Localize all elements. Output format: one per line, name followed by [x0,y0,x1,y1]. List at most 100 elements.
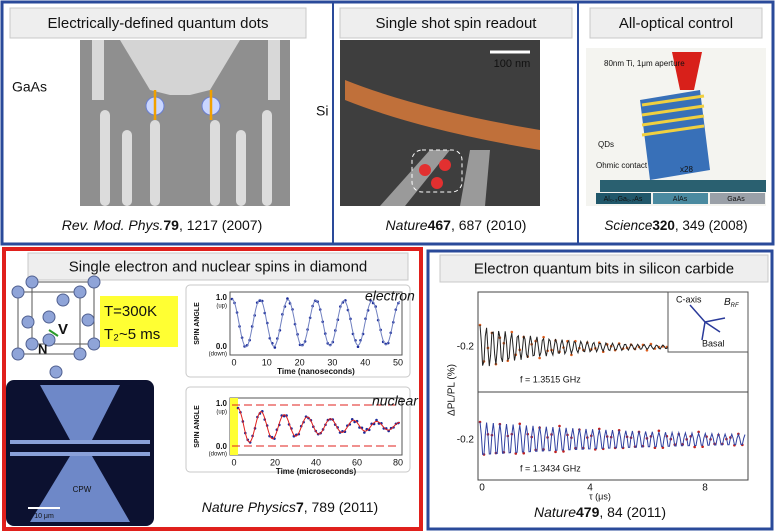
measurement-dot [522,451,526,455]
gate [262,110,272,206]
material-label: Si [316,103,328,119]
atom [81,313,95,327]
gate [380,150,450,206]
inset-label: C-axis [676,294,702,304]
plot-label: electron [365,288,415,304]
citation: Nature467, 687 (2010) [386,217,527,233]
journal: Nature Physics [202,499,296,515]
atom [25,275,39,289]
atom [42,310,56,324]
figure-label: Ohmic contact [596,161,648,170]
strip [10,452,150,456]
inset-label: Basal [702,338,725,348]
spin [419,164,431,176]
field-subscript: RF [731,303,739,309]
y-tick-label: 1.0 [216,399,228,408]
layer [641,94,705,107]
y-tick-label: 0.0 [216,442,228,451]
measurement-dot [661,446,665,449]
image-label: CPW [73,485,92,494]
nanowire [345,80,540,150]
x-tick-label: 10 [262,357,272,367]
x-axis-title: Time (microseconds) [276,467,357,476]
scale-label: 100 nm [494,58,531,70]
atom [11,347,25,361]
journal: Nature [534,504,576,520]
panel-title: Single electron and nuclear spins in dia… [69,258,368,275]
layer-swatch [653,193,708,204]
gate [236,130,246,206]
atom [11,285,25,299]
gate [268,40,280,100]
atom [25,337,39,351]
panel-title: Electron quantum bits in silicon carbide [474,260,734,277]
panel-title: All-optical control [619,15,733,32]
y-tick-label: (down) [209,452,227,458]
coherence-time: T₂~5 ms [104,326,160,343]
frequency-label: f = 1.3434 GHz [520,463,581,473]
x-tick-label: 4 [587,483,593,494]
title-box [339,7,573,39]
x-axis-title: τ (μs) [589,491,611,501]
inset-label: BRF [724,297,739,309]
x-tick-label: 30 [327,357,337,367]
y-axis-title: SPIN ANGLE [194,405,201,448]
title-box [27,252,409,281]
gate [120,40,240,95]
x-tick-label: 60 [352,457,362,467]
gate [100,110,110,206]
citation: Science320, 349 (2008) [604,218,747,233]
frequency-label: f = 1.3515 GHz [520,374,581,384]
volume: 79 [163,217,179,233]
strip [10,440,150,444]
atom [73,347,87,361]
x-tick-label: 0 [479,483,485,494]
x-tick-label: 40 [360,357,370,367]
layer-label: Al₀.₃Ga₀.₇As [604,196,643,203]
layer [641,114,705,127]
y-tick-label: 1.0 [216,293,228,302]
journal: Nature [386,217,428,233]
reference: , 349 (2008) [675,218,748,233]
atom [87,275,101,289]
layer-swatch [596,193,651,204]
journal: Science [604,218,652,233]
title-box [589,7,763,39]
diamond-frame [2,247,423,531]
scale-label: 10 μm [34,513,54,520]
volume: 320 [652,218,675,233]
measurement-dot [538,356,541,360]
top-frame [0,0,775,246]
layer [641,124,705,137]
y-tick-label: (up) [216,304,227,310]
reference: , 789 (2011) [304,499,378,515]
x-tick-label: 0 [231,357,236,367]
layer-label: GaAs [727,196,745,203]
measurement-dot [657,429,661,433]
fit-curve [231,298,401,348]
x-axis-title: Time (nanoseconds) [277,367,355,376]
measurement-dot [375,418,378,422]
lattice-cell [31,281,95,345]
x-tick-label: 0 [231,457,236,467]
nitrogen-label: N [38,341,47,356]
measurement-dot [554,450,557,454]
measurement-dot [597,427,601,431]
x-tick-label: 20 [295,357,305,367]
panel-title: Electrically-defined quantum dots [48,15,269,32]
measurement-dot [363,431,366,434]
plot-label: nuclear [372,393,419,409]
plot-axes [477,291,749,481]
reference: , 687 (2010) [451,217,527,233]
vacancy-label: V [58,321,68,338]
fit-curve [479,421,746,455]
volume: 467 [428,217,452,233]
lattice-cell [17,291,81,355]
x-tick-label: 80 [393,457,403,467]
plot-frame [185,386,411,473]
atom [73,285,87,299]
y-tick-label: 0.0 [216,342,228,351]
waveguide [40,385,120,440]
measurement-dot [286,297,289,300]
